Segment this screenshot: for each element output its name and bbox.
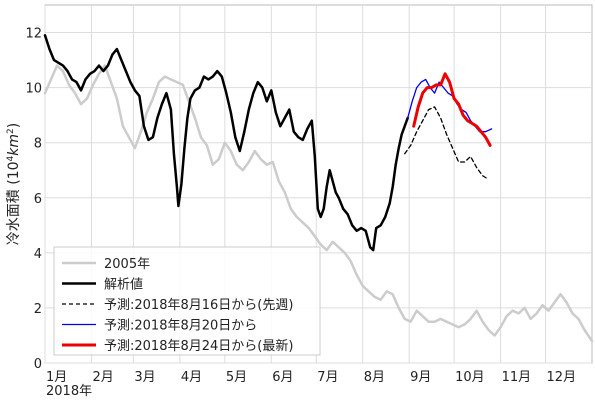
y-tick-label: 12 <box>25 27 42 42</box>
y-tick-label: 10 <box>25 82 42 97</box>
y-tick-labels: 0 2 4 6 8 10 12 <box>25 27 42 372</box>
x-tick-label: 5月 <box>226 370 247 385</box>
x-tick-labels: 1月 2月 3月 4月 5月 6月 7月 8月 9月 10月 11月 12月 <box>46 370 576 385</box>
y-axis-label: 冷水面積 (104km2) <box>6 123 22 245</box>
legend-box <box>53 246 321 356</box>
series-line-4 <box>412 72 492 147</box>
y-tick-label: 6 <box>34 192 42 207</box>
y-tick-label: 8 <box>34 137 42 152</box>
x-tick-label: 7月 <box>317 370 338 385</box>
x-tick-label: 12月 <box>547 370 577 385</box>
legend-label-3: 予測:2018年8月20日から <box>104 319 257 334</box>
series-line-1 <box>43 34 409 252</box>
grid <box>44 5 592 364</box>
y-tick-label: 0 <box>34 357 42 372</box>
x-tick-label: 6月 <box>272 370 293 385</box>
x-tick-label: 10月 <box>455 370 485 385</box>
x-tick-label: 11月 <box>502 370 532 385</box>
y-axis-label-main: 冷水面積 (10 <box>6 161 22 245</box>
x-tick-label: 3月 <box>134 370 155 385</box>
y-axis-label-close: ) <box>6 123 22 128</box>
series-layer <box>43 34 594 343</box>
legend-label-2: 予測:2018年8月16日から(先週) <box>104 298 293 313</box>
legend-label-4: 予測:2018年8月24日から(最新) <box>104 338 293 354</box>
x-tick-label: 8月 <box>364 370 385 385</box>
y-tick-label: 4 <box>34 247 42 262</box>
series-line-0 <box>43 64 594 343</box>
x-tick-label: 9月 <box>410 370 431 385</box>
y-axis-label-exp2: 2 <box>6 128 16 134</box>
y-axis-label-exp: 4 <box>6 155 16 161</box>
series-line-2 <box>404 106 488 180</box>
y-tick-label: 2 <box>34 302 42 317</box>
x-tick-label: 2月 <box>92 370 113 385</box>
legend-label-0: 2005年 <box>104 257 150 272</box>
y-axis-label-unit: km <box>6 134 22 156</box>
year-label: 2018年 <box>46 384 92 399</box>
legend-label-1: 解析値 <box>104 277 143 293</box>
x-tick-label: 4月 <box>181 370 202 385</box>
x-tick-label: 1月 <box>46 370 67 385</box>
